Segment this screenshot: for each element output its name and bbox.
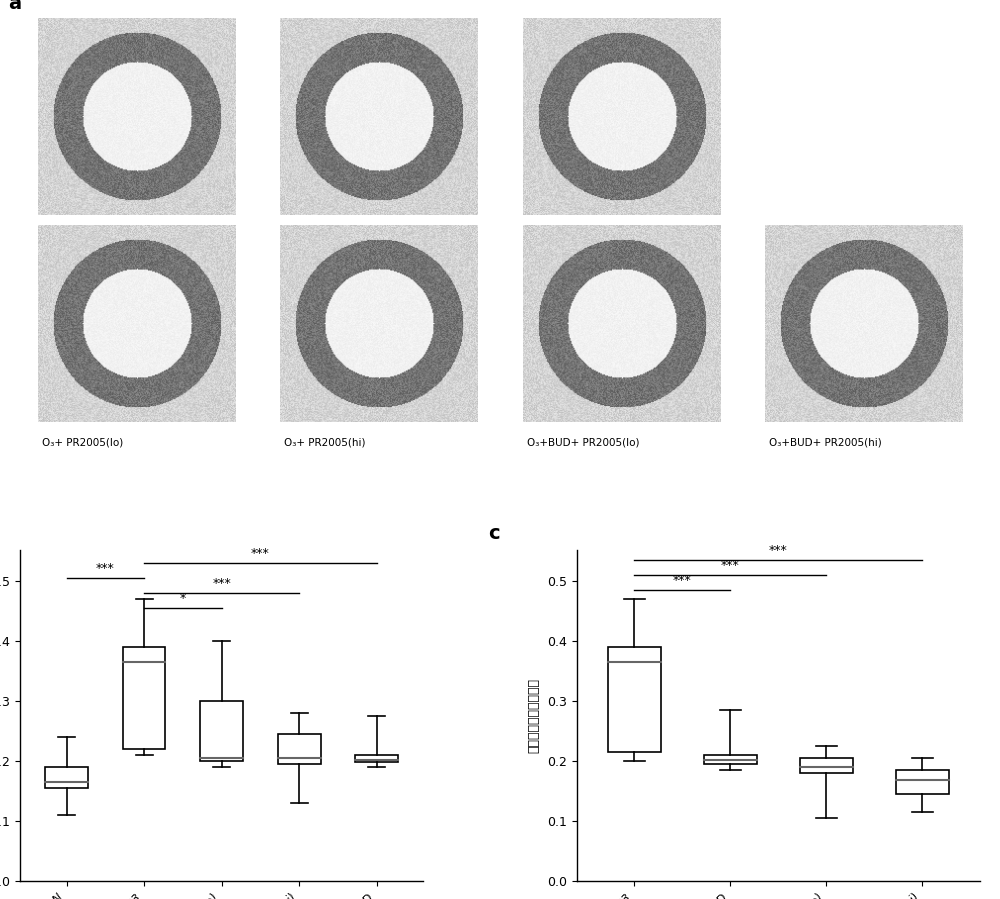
FancyBboxPatch shape [800,758,853,773]
Text: ***: *** [769,544,788,556]
Text: O₃: O₃ [284,231,298,241]
Text: *: * [180,592,186,605]
Text: O₃+BUD: O₃+BUD [527,231,574,241]
FancyBboxPatch shape [278,734,321,764]
Text: O₃+ PR2005(hi): O₃+ PR2005(hi) [284,438,366,448]
FancyBboxPatch shape [200,700,243,761]
Text: O₃+BUD+ PR2005(lo): O₃+BUD+ PR2005(lo) [527,438,639,448]
FancyBboxPatch shape [123,646,165,749]
Text: ***: *** [96,562,115,574]
Text: c: c [488,524,500,543]
Y-axis label: 气道炎性细胞浸演强度: 气道炎性细胞浸演强度 [527,678,540,753]
Text: ***: *** [251,547,270,559]
FancyBboxPatch shape [896,770,949,794]
Text: ***: *** [721,558,740,572]
Text: O₃+ PR2005(lo): O₃+ PR2005(lo) [42,438,123,448]
FancyBboxPatch shape [704,755,757,764]
Text: 对照: 对照 [42,231,55,241]
FancyBboxPatch shape [45,767,88,788]
FancyBboxPatch shape [355,755,398,762]
Text: O₃+BUD+ PR2005(hi): O₃+BUD+ PR2005(hi) [769,438,882,448]
Text: a: a [8,0,22,13]
Text: ***: *** [673,574,692,586]
Text: ***: *** [212,576,231,590]
FancyBboxPatch shape [608,646,661,752]
